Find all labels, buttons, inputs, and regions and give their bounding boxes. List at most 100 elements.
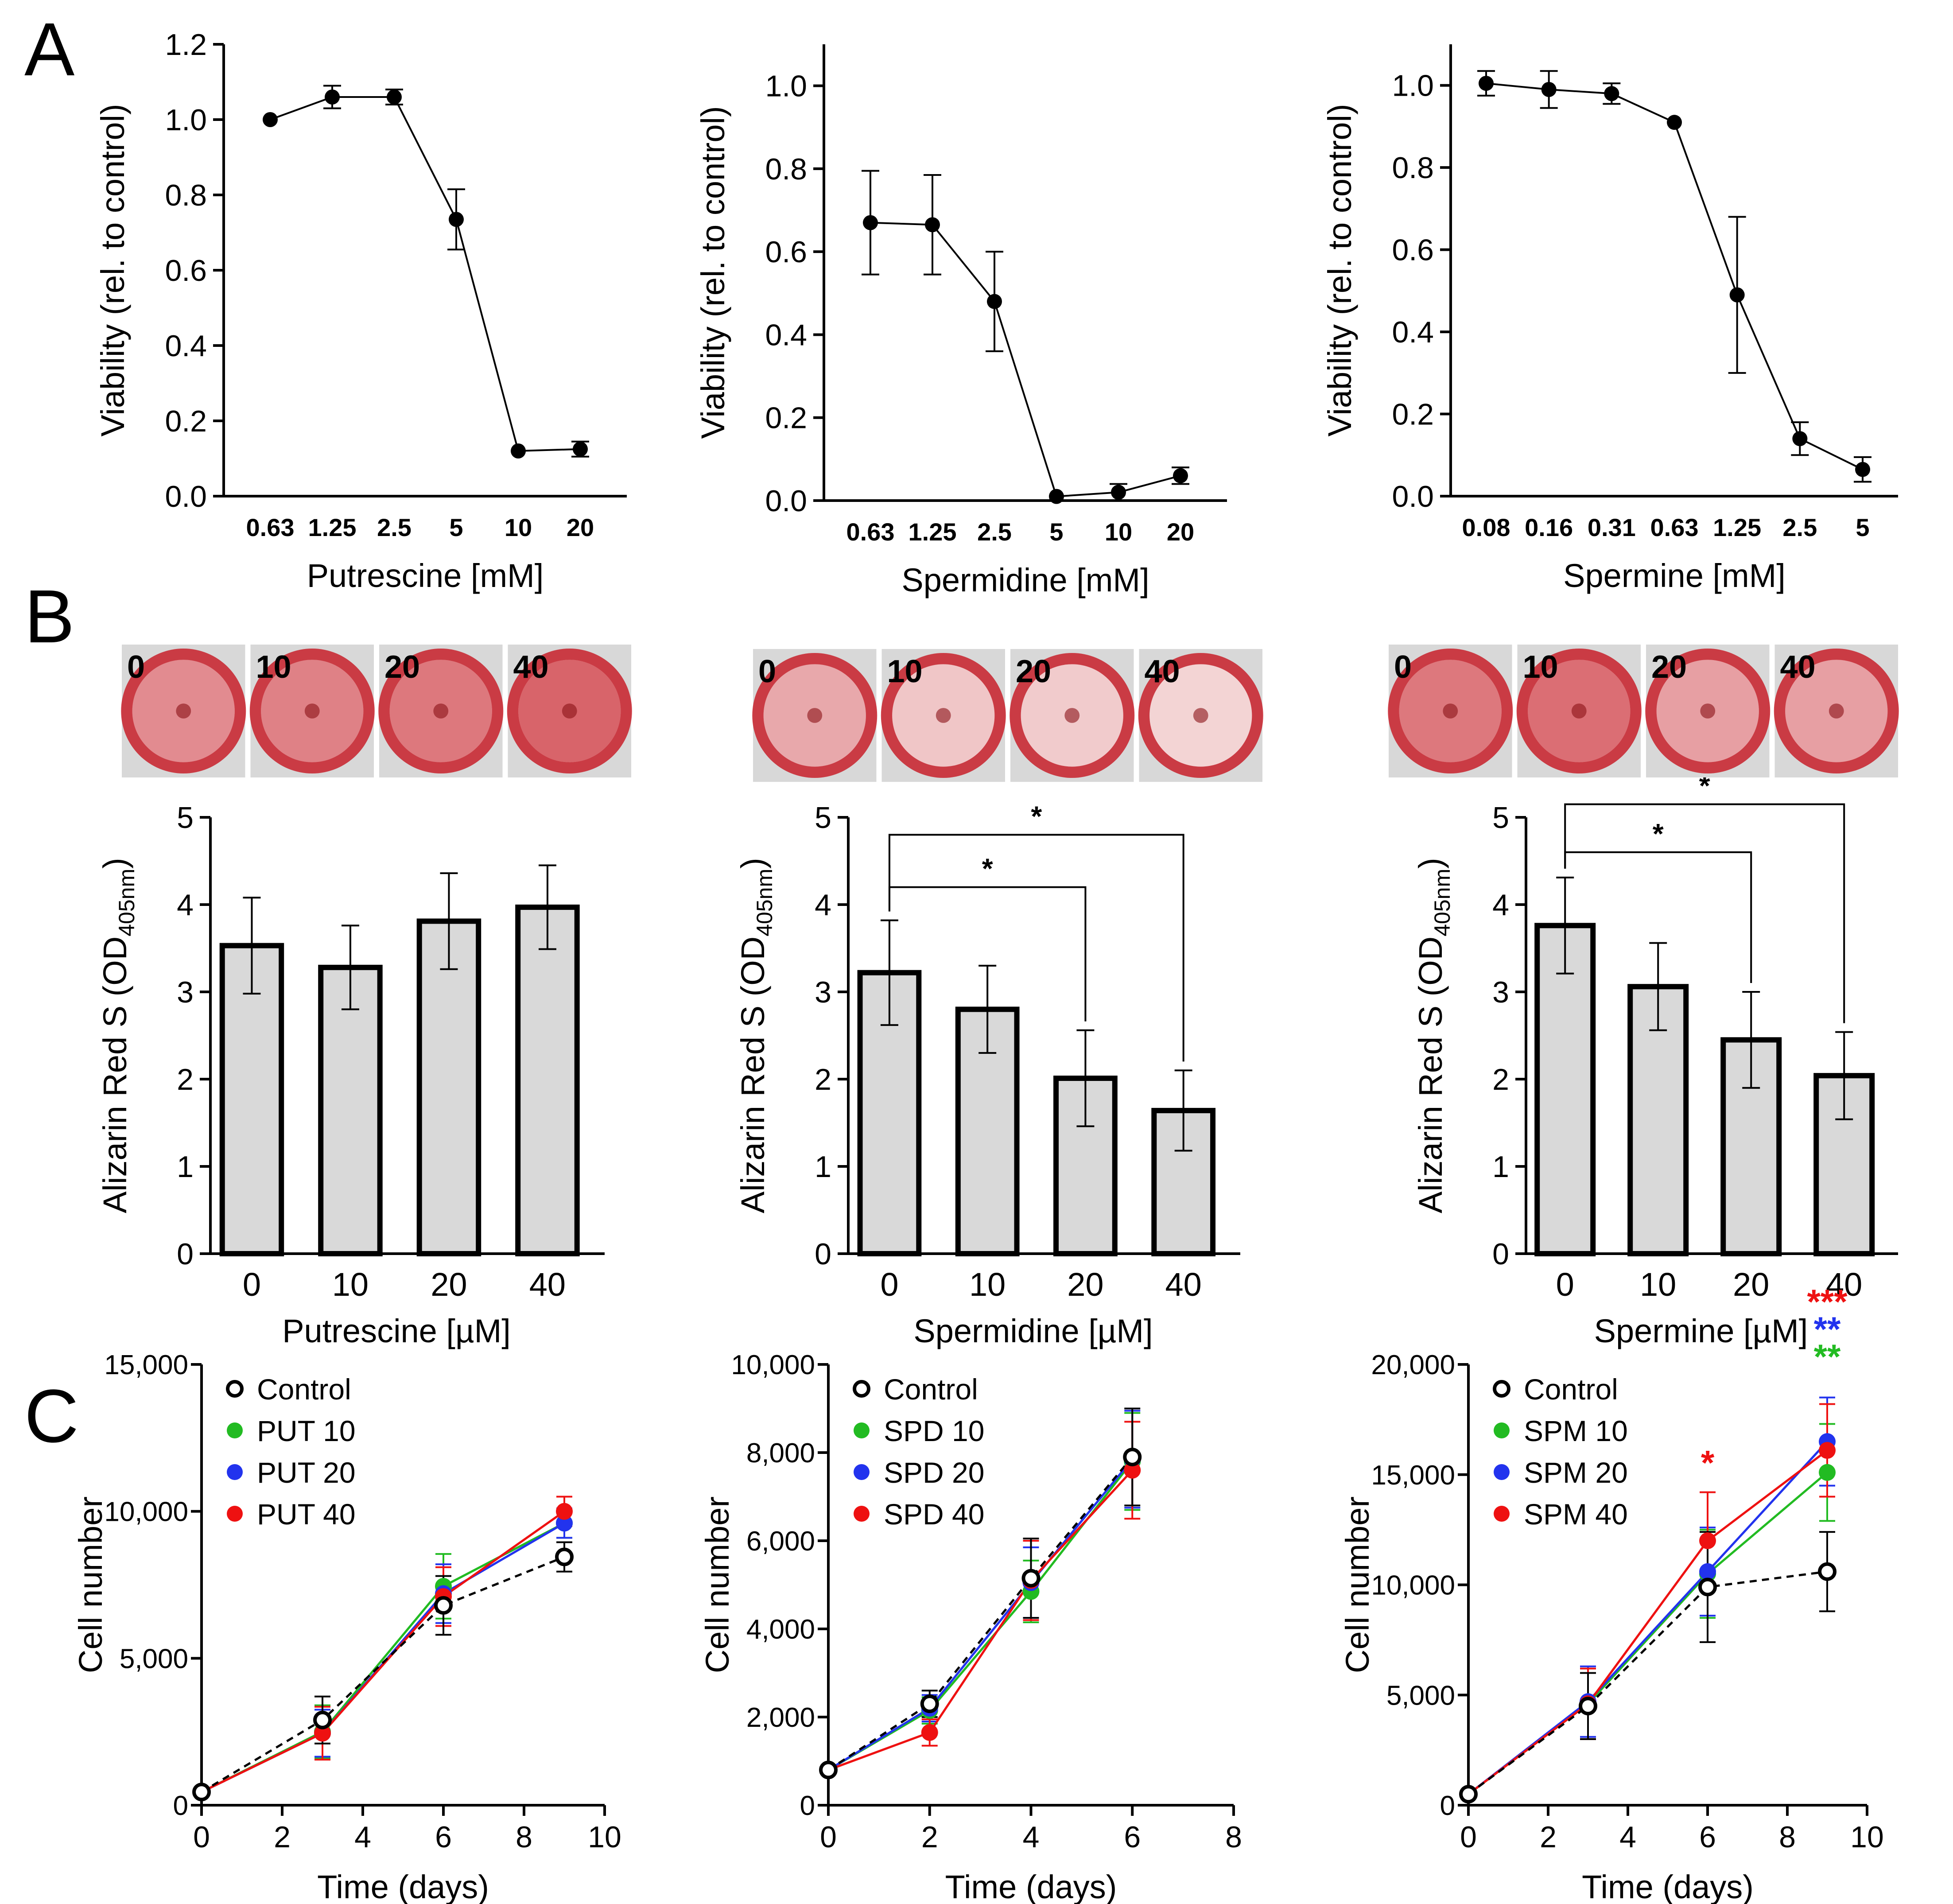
culture-dish-photo: 20 — [1645, 645, 1771, 777]
x-tick-label: 40 — [1165, 1266, 1202, 1303]
y-tick-label: 0 — [177, 1237, 194, 1271]
x-axis-label: Spermidine [mM] — [901, 562, 1149, 598]
dish-center-spot — [936, 708, 951, 723]
chart-a2: 0.0 0.2 0.4 0.6 0.8 1.0 0.63 1.25 2.5 5 10 20 Spermi… — [695, 44, 1227, 598]
y-tick-label: 3 — [177, 975, 194, 1009]
y-label-main: Alizarin Red S (OD — [734, 936, 771, 1213]
chart-c1: 0 5,000 10,000 15,000 0 2 4 6 8 10 Control PUT 10 PU… — [72, 1350, 621, 1904]
dish-label: 10 — [256, 649, 291, 685]
data-point-control — [1021, 1569, 1041, 1588]
x-tick-label: 20 — [1067, 1266, 1103, 1303]
x-tick-label: 0 — [820, 1820, 837, 1854]
y-tick-label: 1 — [1492, 1150, 1509, 1184]
legend-label: PUT 10 — [257, 1414, 356, 1447]
series-line — [201, 1510, 565, 1793]
y-tick-label: 0 — [1440, 1791, 1455, 1821]
significance-label: * — [1653, 818, 1664, 850]
series-line — [201, 1522, 565, 1793]
x-tick-label: 10 — [588, 1820, 621, 1854]
x-tick-label: 10 — [1105, 518, 1132, 546]
x-tick-label: 8 — [1779, 1820, 1796, 1854]
x-tick-label: 6 — [435, 1820, 452, 1854]
y-tick-label: 5 — [177, 801, 194, 835]
x-tick-label: 2 — [1540, 1820, 1557, 1854]
data-point — [1049, 489, 1064, 504]
panel-label-b: B — [24, 575, 74, 659]
data-point — [1699, 1532, 1716, 1549]
y-axis-label: Alizarin Red S (OD405nm) — [734, 858, 777, 1213]
legend-label: SPD 10 — [884, 1414, 984, 1447]
x-tick-label: 10 — [505, 513, 532, 541]
y-tick-label: 4 — [815, 888, 831, 922]
culture-dish-photo: 40 — [507, 645, 632, 777]
y-tick-label: 0.6 — [165, 254, 207, 288]
series-line — [828, 1469, 1134, 1771]
y-tick-label: 0.4 — [765, 318, 807, 352]
y-label-close: ) — [97, 858, 133, 869]
x-tick-label: 4 — [1619, 1820, 1636, 1854]
series-line — [201, 1556, 565, 1793]
legend-marker-control — [226, 1380, 244, 1398]
legend-marker — [854, 1506, 870, 1522]
y-tick-label: 0.2 — [765, 401, 807, 435]
x-axis-label: Spermine [µM] — [1594, 1313, 1808, 1349]
y-tick-label: 3 — [1492, 975, 1509, 1009]
legend-marker — [227, 1464, 243, 1480]
data-point-control — [192, 1783, 211, 1802]
y-label-main: Alizarin Red S (OD — [97, 936, 133, 1213]
y-tick-label: 2 — [177, 1063, 194, 1096]
y-tick-label: 8,000 — [746, 1438, 815, 1469]
x-tick-label: 0.63 — [246, 513, 295, 541]
chart-b2: 0 1 2 3 4 5 0 10 20 40 * * Spermidine [µM] Alizarin R… — [734, 649, 1263, 1349]
chart-a3: 0.0 0.2 0.4 0.6 0.8 1.0 0.08 0.16 0.31 0.63 1.25 2.… — [1321, 44, 1898, 594]
culture-dish-photo: 0 — [121, 645, 246, 777]
y-label-close: ) — [734, 858, 771, 869]
y-axis-label: Cell number — [699, 1496, 736, 1673]
dish-center-spot — [1700, 703, 1716, 719]
bar — [1534, 923, 1596, 1256]
y-tick-label: 3 — [815, 975, 831, 1009]
dish-center-spot — [176, 703, 191, 719]
y-tick-label: 1 — [815, 1150, 831, 1184]
dish-label: 10 — [887, 654, 923, 689]
y-tick-label: 0.0 — [765, 484, 807, 518]
x-tick-label: 5 — [1049, 518, 1063, 546]
x-tick-label: 0.16 — [1525, 513, 1573, 541]
dish-label: 0 — [1394, 649, 1412, 685]
dish-center-spot — [1193, 708, 1208, 723]
x-tick-label: 10 — [1640, 1266, 1676, 1303]
data-line — [270, 96, 581, 452]
series-line — [827, 1456, 1134, 1771]
x-tick-label: 2 — [274, 1820, 291, 1854]
dish-label: 20 — [384, 649, 420, 685]
x-tick-label: 10 — [1850, 1820, 1884, 1854]
y-label-subscript: 405nm — [752, 869, 777, 936]
data-point-control — [313, 1710, 332, 1729]
legend-label: SPM 40 — [1524, 1498, 1628, 1531]
y-tick-label: 2,000 — [746, 1702, 815, 1733]
data-point — [987, 294, 1002, 309]
y-tick-label: 0.0 — [1392, 480, 1434, 513]
culture-dish-photo: 10 — [1516, 645, 1642, 777]
culture-dish-photo: 10 — [249, 645, 375, 777]
y-label-subscript: 405nm — [1430, 869, 1455, 936]
data-point — [1819, 1464, 1836, 1481]
x-axis-label: Spermidine [µM] — [913, 1313, 1153, 1349]
x-tick-label: 4 — [354, 1820, 371, 1854]
legend-label: SPM 10 — [1524, 1414, 1628, 1447]
y-tick-label: 0.4 — [165, 329, 207, 363]
y-tick-label: 5,000 — [120, 1644, 188, 1674]
y-tick-label: 0.4 — [1392, 315, 1434, 349]
x-tick-label: 8 — [516, 1820, 532, 1854]
data-point — [556, 1515, 573, 1532]
data-point-control — [434, 1596, 453, 1615]
x-tick-label: 0 — [1556, 1266, 1574, 1303]
panel-label-a: A — [24, 8, 75, 92]
x-tick-label: 2.5 — [977, 518, 1012, 546]
y-tick-label: 15,000 — [1371, 1460, 1455, 1491]
x-tick-label: 2 — [921, 1820, 938, 1854]
y-tick-label: 0 — [173, 1791, 188, 1821]
y-tick-label: 0 — [800, 1791, 815, 1821]
